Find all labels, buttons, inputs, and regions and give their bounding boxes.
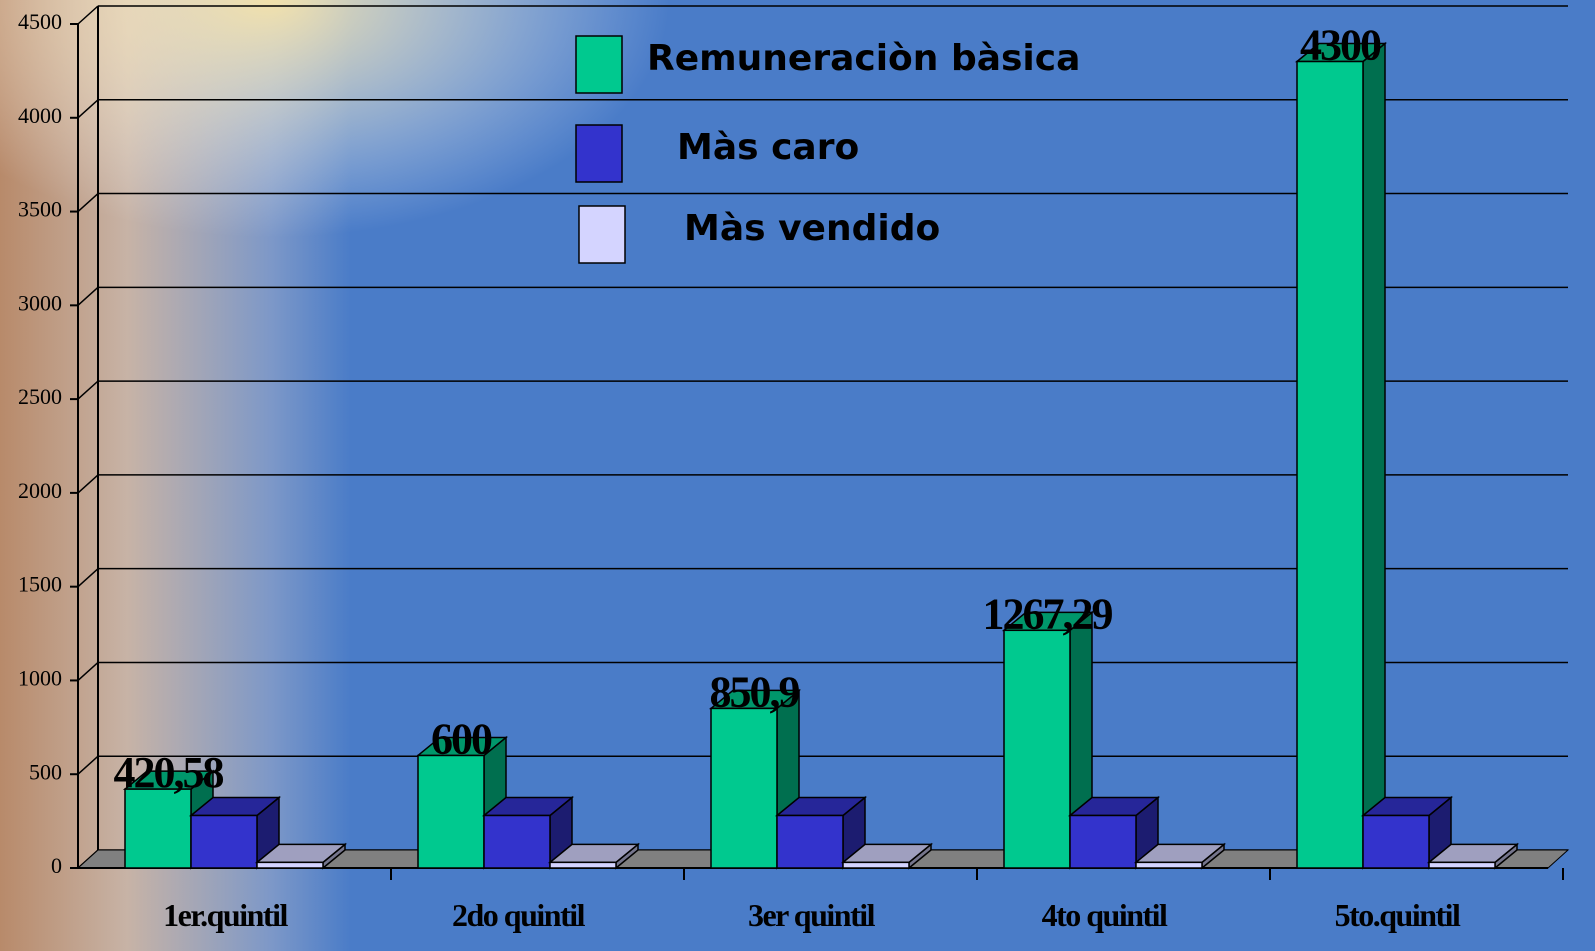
x-tick-label: 5to.quintil xyxy=(1335,897,1461,933)
y-tick-label: 1500 xyxy=(18,572,62,597)
bar xyxy=(1428,861,1496,869)
legend-label: Màs caro xyxy=(677,127,859,168)
bar xyxy=(842,861,910,869)
grid-line xyxy=(77,286,99,306)
bar xyxy=(1362,814,1430,869)
x-tick-label: 3er quintil xyxy=(748,897,876,933)
bar xyxy=(776,814,844,869)
y-tick-label: 4000 xyxy=(18,103,62,128)
x-tick-label: 1er.quintil xyxy=(163,897,288,933)
y-tick-label: 2000 xyxy=(18,478,62,503)
legend-swatch xyxy=(578,205,626,264)
legend-label: Remuneraciòn bàsica xyxy=(647,38,1080,79)
grid-line xyxy=(77,755,99,775)
y-tick-label: 3000 xyxy=(18,290,62,315)
y-tick-label: 4500 xyxy=(18,9,62,34)
grid-line xyxy=(77,380,99,400)
bar xyxy=(483,814,551,869)
bar xyxy=(256,861,324,869)
data-label: 420,58 xyxy=(114,748,224,797)
grid-line xyxy=(77,192,99,213)
legend-label: Màs vendido xyxy=(684,208,940,249)
grid-line xyxy=(77,661,99,682)
y-tick-label: 1000 xyxy=(18,665,62,690)
bar-side xyxy=(1362,41,1386,870)
bar xyxy=(710,707,778,869)
bar xyxy=(1296,60,1364,869)
data-label: 4300 xyxy=(1300,21,1381,70)
x-tick-label: 4to quintil xyxy=(1042,897,1168,933)
grid-line xyxy=(77,99,99,119)
grid-line xyxy=(77,5,99,25)
data-label: 1267,29 xyxy=(983,589,1113,638)
y-tick-label: 0 xyxy=(51,853,62,878)
x-tick-label: 2do quintil xyxy=(452,897,586,933)
data-label: 600 xyxy=(431,714,492,763)
bar xyxy=(549,861,617,869)
legend-swatch xyxy=(575,35,623,94)
data-label: 850,9 xyxy=(710,667,800,716)
grid-line xyxy=(77,568,99,588)
bar xyxy=(124,788,192,869)
bar xyxy=(417,754,485,869)
grid-line xyxy=(77,474,99,494)
y-tick-label: 500 xyxy=(29,759,62,784)
bar xyxy=(1069,814,1137,869)
legend-swatch xyxy=(575,124,623,183)
bar xyxy=(1135,861,1203,869)
bar xyxy=(1003,629,1071,869)
y-tick-label: 3500 xyxy=(18,197,62,222)
y-tick-label: 2500 xyxy=(18,384,62,409)
bar xyxy=(190,814,258,869)
